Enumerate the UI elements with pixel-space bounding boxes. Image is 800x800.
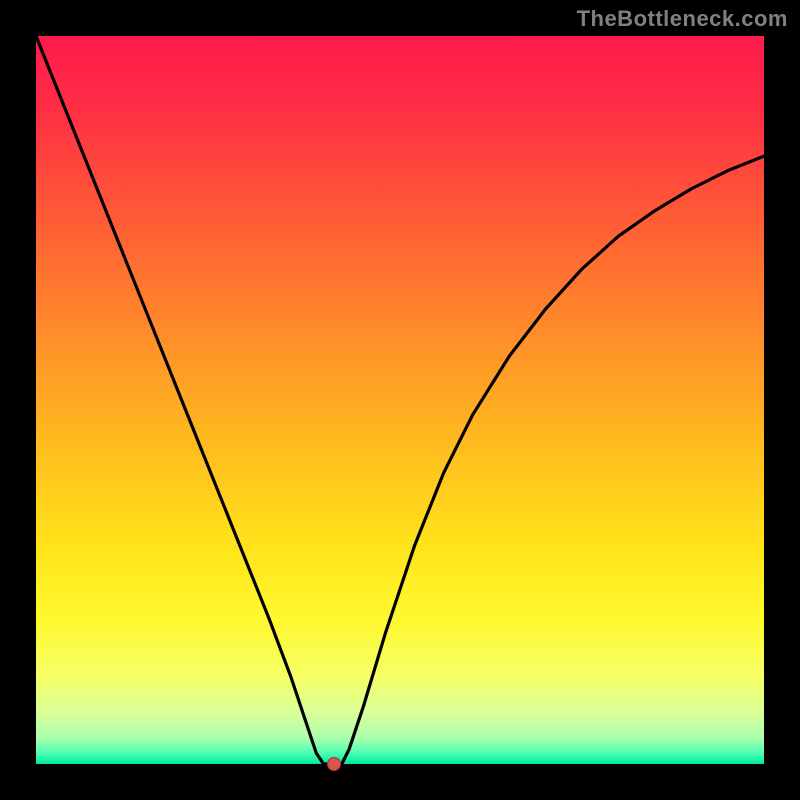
watermark-text: TheBottleneck.com [577, 6, 788, 32]
bottleneck-curve [36, 36, 764, 764]
optimum-marker [327, 757, 341, 771]
curve-layer [36, 36, 764, 764]
plot-area [36, 36, 764, 764]
